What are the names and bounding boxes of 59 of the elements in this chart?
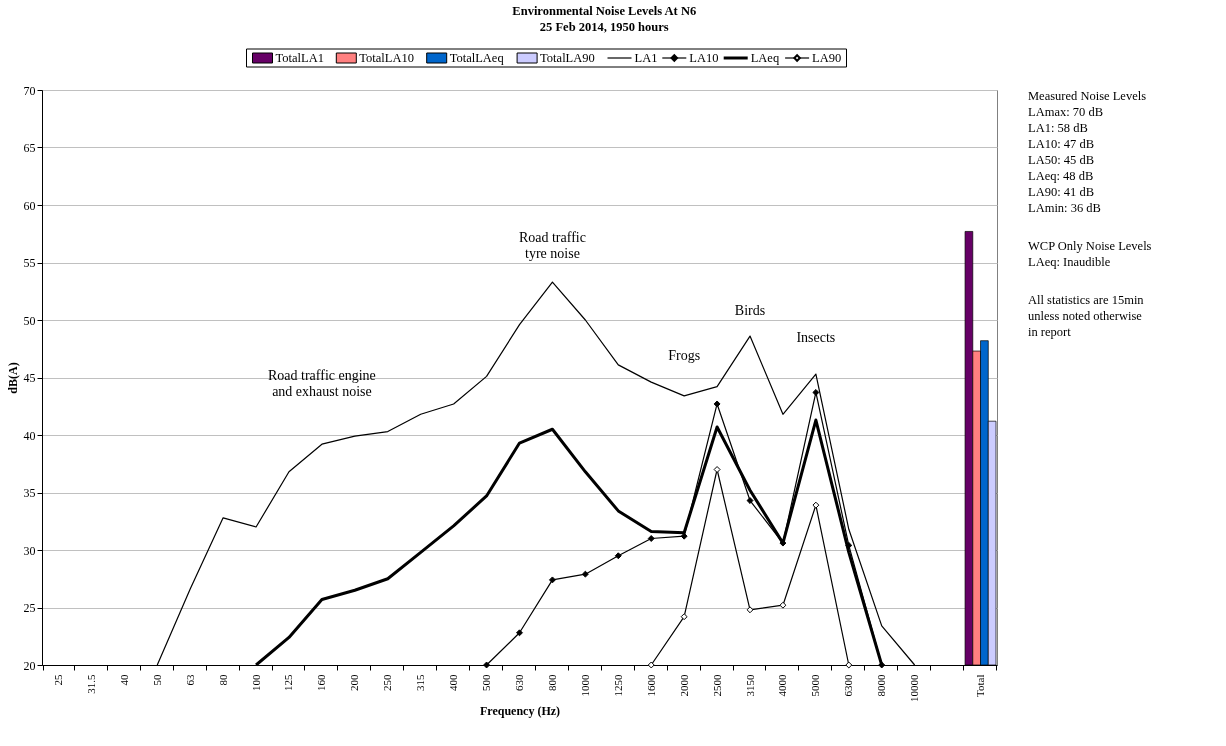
x-tick-label: 315 [414,674,427,691]
chart-title: Environmental Noise Levels At N6 [512,4,697,18]
y-tick-label: 20 [23,658,36,673]
annotation: Road traffic engine and exhaust noise [268,368,376,400]
x-tick-label: 3150 [743,674,756,697]
y-tick-label: 35 [23,486,36,500]
legend-label: TotalLA10 [359,51,414,65]
x-tick-label: 500 [480,674,493,691]
y-tick-label: 40 [23,428,36,443]
x-tick-label: 200 [348,674,361,691]
x-tick-label: 100 [249,674,262,691]
annotation: Insects [796,330,836,346]
legend-label: TotalLAeq [449,51,505,65]
x-tick-label: 800 [545,674,558,691]
y-tick-label: 65 [23,141,36,155]
y-axis-title: dB(A) [5,362,20,394]
text: All statistics are 15min unless noted otherwise in report [1028,293,1145,339]
x-tick-label: 10000 [908,674,921,702]
x-tick-label: 1250 [611,674,624,697]
x-tick-label: 63 [183,674,196,686]
x-tick-label: 4000 [776,674,789,697]
x-tick-label: 31.5 [84,674,97,694]
x-tick-label: 1600 [644,674,657,697]
legend-label: TotalLA90 [540,51,595,65]
y-tick-label: 45 [23,371,36,385]
x-tick-label: 160 [315,674,328,691]
y-tick-label: 25 [23,601,36,615]
x-tick-label: 40 [117,674,130,686]
x-tick-label: 25 [51,674,64,686]
annotation: Birds [734,302,766,318]
x-tick-label: 6300 [842,674,855,697]
legend-label: LA10 [689,51,719,65]
x-tick-label: 250 [381,674,394,691]
annotation: Frogs [668,347,701,363]
x-tick-label: 1000 [578,674,591,697]
annotation: Road traffic tyre noise [518,230,586,262]
y-tick-label: 60 [23,198,36,213]
text: WCP Only Noise Levels LAeq: Inaudible [1028,239,1152,269]
chart-subtitle: 25 Feb 2014, 1950 hours [539,19,669,34]
x-tick-label: 80 [216,674,229,686]
x-tick-label: 2000 [677,674,690,697]
x-tick-label: 50 [150,674,163,686]
legend-label: TotalLA1 [275,51,324,65]
text: Measured Noise Levels LAmax: 70 dB LA1: 58 dB LA10: 47 dB LA50: 45 dB LAeq: 48 dB LA90: 41 dB LAmin: 36 dB [1028,89,1147,215]
x-tick-label: 2500 [710,674,723,697]
x-tick-label: Total [974,674,987,697]
legend-label: LA90 [812,51,842,65]
x-axis-title: Frequency (Hz) [479,704,561,718]
x-tick-label: 125 [282,674,295,691]
x-tick-label: 400 [447,674,460,691]
x-tick-label: 8000 [875,674,888,697]
y-tick-label: 55 [23,256,36,270]
y-tick-label: 30 [23,543,36,558]
x-tick-label: 5000 [809,674,822,697]
legend-label: LAeq [750,51,780,65]
y-tick-label: 70 [23,83,36,98]
x-tick-label: 630 [513,674,525,691]
y-tick-label: 50 [23,313,36,328]
legend-label: LA1 [634,51,658,65]
